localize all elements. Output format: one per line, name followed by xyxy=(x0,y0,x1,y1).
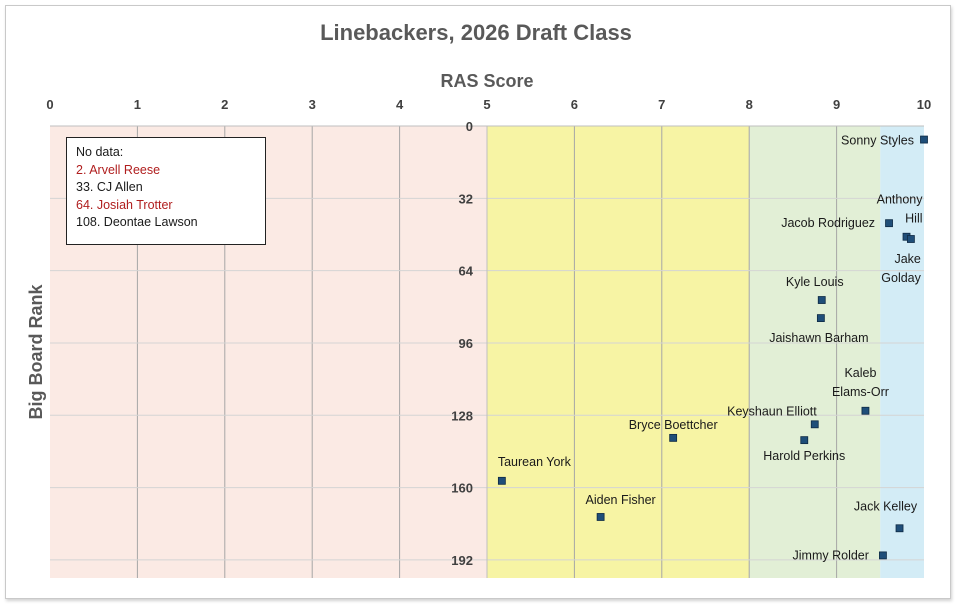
x-tick-label: 3 xyxy=(309,97,316,112)
x-tick-label: 6 xyxy=(571,97,578,112)
point-label: Harold Perkins xyxy=(763,449,845,463)
no-data-legend: No data: 2. Arvell Reese 33. CJ Allen 64… xyxy=(66,137,266,245)
axes: 0 1 2 3 4 5 6 7 8 9 10 0 32 64 96 128 160 192 xyxy=(46,97,931,578)
data-point xyxy=(885,219,893,228)
data-point xyxy=(596,513,605,521)
y-tick-label: 192 xyxy=(451,553,473,568)
point-label: Jack Kelley xyxy=(854,499,918,513)
y-tick-label: 128 xyxy=(451,408,473,423)
x-tick-label: 7 xyxy=(658,97,665,112)
y-tick-label: 32 xyxy=(459,191,473,206)
y-tick-label: 96 xyxy=(459,336,473,351)
point-label: Aiden Fisher xyxy=(586,493,656,507)
point-label: Taurean York xyxy=(498,455,572,469)
no-data-heading: No data: xyxy=(76,145,124,159)
point-label: Kaleb Elams-Orr xyxy=(832,366,889,399)
x-tick-label: 2 xyxy=(221,97,228,112)
point-label: Kyle Louis xyxy=(786,275,844,289)
point-label: Jacob Rodriguez xyxy=(781,216,875,230)
point-label: Sonny Styles xyxy=(841,134,914,148)
y-axis-title: Big Board Rank xyxy=(26,284,46,420)
x-tick-label: 0 xyxy=(46,97,53,112)
x-tick-label: 4 xyxy=(396,97,404,112)
x-tick-label: 8 xyxy=(746,97,753,112)
data-point xyxy=(895,524,904,533)
y-tick-label: 64 xyxy=(459,264,474,279)
y-tick-label: 0 xyxy=(466,119,473,134)
y-tick-label: 160 xyxy=(451,481,473,496)
data-point xyxy=(497,476,506,485)
no-data-entry-3: 64. Josiah Trotter xyxy=(76,197,173,212)
chart-title: Linebackers, 2026 Draft Class xyxy=(320,20,632,45)
band-1 xyxy=(487,126,750,578)
no-data-entry-2: 33. CJ Allen xyxy=(76,180,143,194)
x-tick-label: 9 xyxy=(833,97,840,112)
x-tick-label: 1 xyxy=(134,97,141,112)
point-label: Jaishawn Barham xyxy=(769,331,868,345)
band-2 xyxy=(749,126,881,578)
data-point xyxy=(800,436,809,445)
x-axis-title: RAS Score xyxy=(440,71,533,91)
data-point xyxy=(861,406,870,415)
data-point xyxy=(816,314,825,323)
no-data-entry-1: 2. Arvell Reese xyxy=(76,162,161,177)
data-point xyxy=(817,296,826,304)
no-data-entry-4: 108. Deontae Lawson xyxy=(76,215,198,229)
x-tick-label: 10 xyxy=(917,97,931,112)
data-point xyxy=(906,235,915,243)
data-point xyxy=(920,135,928,144)
point-label: Anthony Hill xyxy=(877,193,924,226)
band-3 xyxy=(880,126,924,578)
point-label: Jake Golday xyxy=(881,252,921,285)
x-tick-label: 5 xyxy=(483,97,490,112)
point-label: Jimmy Rolder xyxy=(793,548,869,562)
data-point xyxy=(669,433,678,442)
data-point xyxy=(810,420,819,429)
point-label: Keyshaun Elliott xyxy=(727,404,817,418)
data-points xyxy=(497,135,928,560)
data-point xyxy=(879,551,887,560)
point-label: Bryce Boettcher xyxy=(629,418,718,432)
